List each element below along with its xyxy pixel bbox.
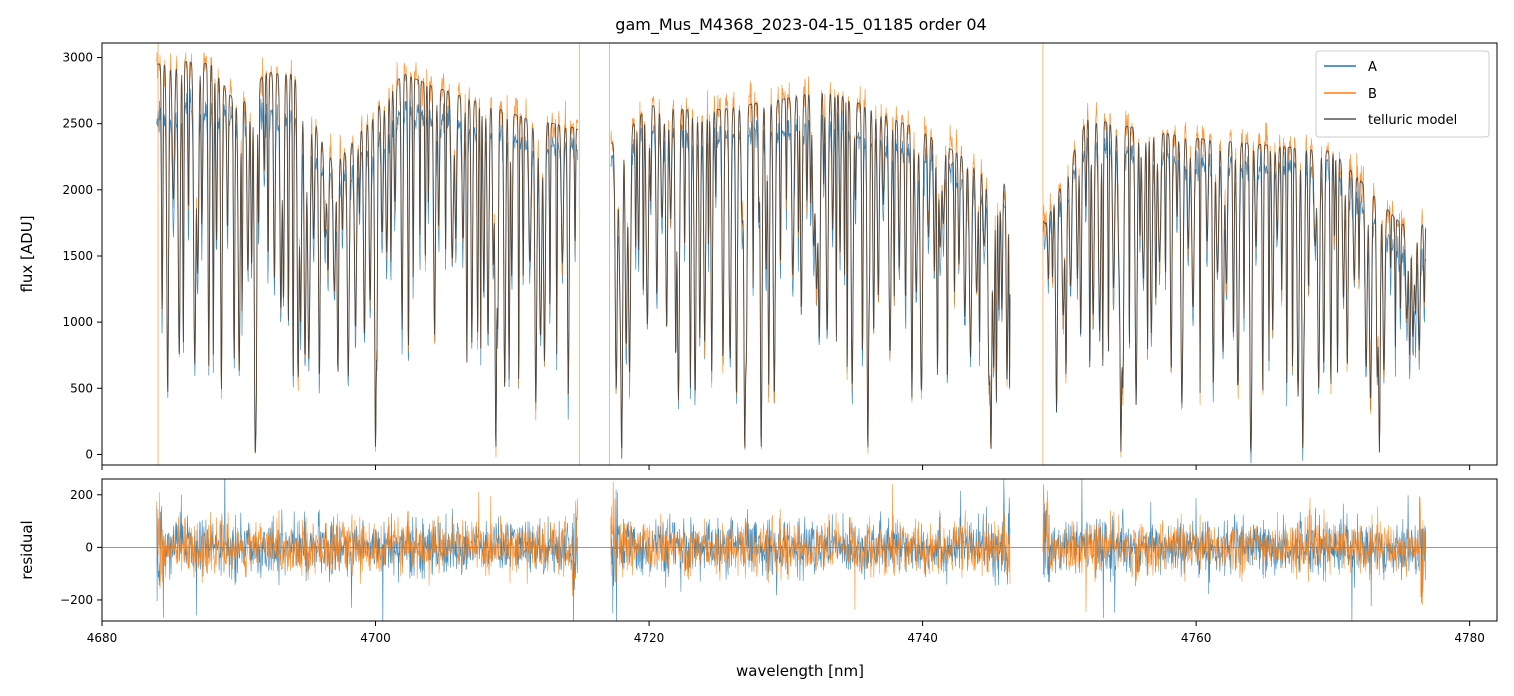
flux-y-tick-label-3000: 3000 — [62, 51, 93, 65]
legend: A B telluric model — [1315, 50, 1490, 138]
residual-plot-area — [102, 479, 1497, 621]
residual-y-tick-label-0: 0 — [85, 540, 93, 554]
legend-label-telluric: telluric model — [1368, 113, 1457, 128]
flux-y-tick-label-0: 0 — [85, 447, 93, 461]
legend-box — [1315, 50, 1490, 138]
flux-y-tick-label-1000: 1000 — [62, 315, 93, 329]
residual-series-b-segment-2 — [610, 481, 1011, 610]
flux-y-axis-label: flux [ADU] — [18, 215, 36, 292]
residual-panel: −200 0 200 4680 4700 4720 4740 4760 4780 residu… — [18, 478, 1498, 680]
residual-y-axis: −200 0 200 — [60, 488, 102, 607]
x-tick-label-4780: 4780 — [1454, 631, 1485, 645]
flux-panel: 0 500 1000 1500 2000 2500 3000 flux [ADU] A B … — [18, 42, 1498, 470]
residual-series-b-segment-3 — [1042, 484, 1426, 612]
residual-y-axis-label: residual — [18, 520, 36, 579]
residual-x-axis: 4680 4700 4720 4740 4760 4780 — [87, 621, 1485, 645]
flux-y-tick-label-500: 500 — [70, 381, 93, 395]
flux-y-tick-label-1500: 1500 — [62, 249, 93, 263]
residual-y-tick-label--200: −200 — [60, 593, 93, 607]
residual-series-a-segment-1 — [156, 479, 578, 621]
legend-label-b: B — [1368, 87, 1377, 102]
residual-y-tick-label-200: 200 — [70, 488, 93, 502]
x-tick-label-4700: 4700 — [360, 631, 391, 645]
flux-series-telluric-segment-2 — [610, 93, 1011, 449]
flux-series-telluric-segment-1 — [156, 61, 579, 453]
x-tick-label-4680: 4680 — [87, 631, 118, 645]
flux-plot-area — [156, 43, 1427, 465]
flux-y-tick-label-2000: 2000 — [62, 183, 93, 197]
x-tick-label-4720: 4720 — [634, 631, 665, 645]
x-tick-label-4740: 4740 — [907, 631, 938, 645]
flux-panel-frame — [101, 42, 1498, 466]
flux-series-telluric-segment-3 — [1042, 119, 1427, 452]
x-tick-label-4760: 4760 — [1181, 631, 1212, 645]
flux-x-ticks — [101, 465, 1471, 470]
x-axis-label: wavelength [nm] — [736, 662, 864, 680]
residual-series-b-segment-1 — [156, 491, 578, 597]
flux-y-tick-label-2500: 2500 — [62, 117, 93, 131]
flux-y-axis: 0 500 1000 1500 2000 2500 3000 — [62, 51, 102, 461]
chart-title: gam_Mus_M4368_2023-04-15_01185 order 04 — [615, 15, 986, 35]
residual-panel-frame — [101, 478, 1498, 622]
legend-label-a: A — [1368, 60, 1377, 75]
